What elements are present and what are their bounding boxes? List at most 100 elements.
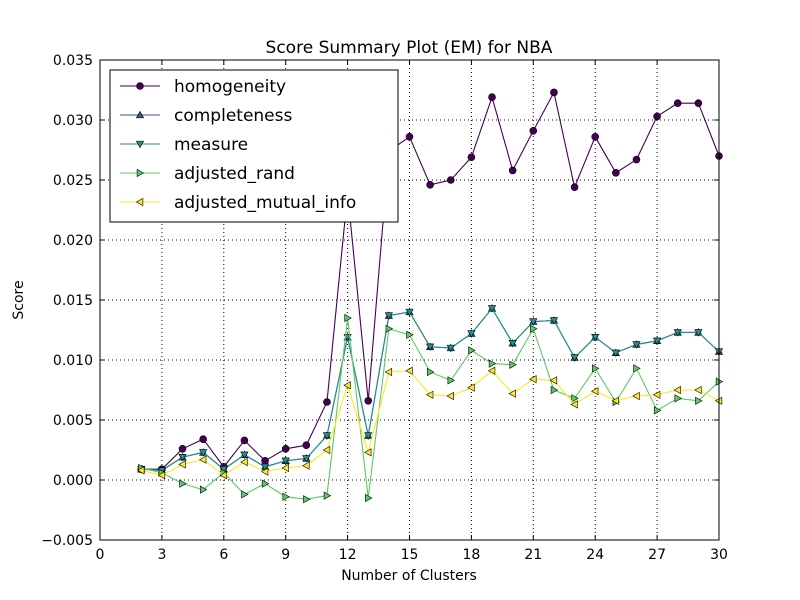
data-point [364, 448, 372, 457]
data-point [488, 359, 497, 368]
data-point [323, 398, 331, 406]
data-point [633, 364, 641, 373]
chart-title: Score Summary Plot (EM) for NBA [266, 38, 553, 58]
data-point [198, 455, 207, 464]
legend-label: adjusted_rand [174, 164, 295, 184]
data-point [653, 406, 662, 415]
data-point [508, 389, 516, 398]
data-point [364, 432, 373, 440]
data-point [281, 463, 289, 473]
data-point [241, 490, 249, 499]
data-point [509, 360, 517, 369]
data-point [199, 449, 208, 457]
series-measure [137, 305, 724, 475]
data-point [632, 155, 641, 164]
data-point [570, 183, 579, 191]
data-point [281, 457, 290, 466]
data-point [487, 366, 496, 375]
legend-item: adjusted_rand [120, 164, 295, 184]
data-point [364, 396, 373, 405]
legend-marker [136, 82, 144, 90]
data-point [260, 467, 269, 476]
data-point [652, 337, 662, 346]
data-point [529, 318, 538, 326]
data-point [384, 312, 393, 320]
series-adjusted-mutual-info [137, 366, 723, 480]
data-point [365, 493, 373, 503]
data-point [508, 166, 517, 175]
data-point [406, 330, 414, 339]
y-tick-label: 0.010 [53, 353, 93, 369]
data-point [611, 396, 620, 405]
series-layer [137, 88, 724, 504]
y-tick-label: 0.020 [53, 233, 93, 249]
data-point [405, 308, 414, 317]
data-point [425, 390, 434, 399]
legend-item: completeness [120, 106, 292, 126]
data-point [323, 491, 332, 500]
data-point [632, 391, 640, 401]
data-point [426, 367, 435, 377]
data-point [611, 349, 620, 358]
x-tick-label: 12 [339, 547, 357, 563]
x-tick-label: 24 [586, 547, 604, 563]
data-point [405, 133, 414, 141]
x-tick-label: 9 [281, 547, 290, 563]
data-point [446, 176, 455, 184]
data-point [549, 317, 559, 325]
x-tick-label: 21 [524, 547, 542, 563]
data-point [426, 181, 434, 189]
data-point [446, 391, 454, 401]
y-tick-label: 0.000 [53, 473, 93, 489]
data-point [694, 329, 703, 337]
data-point [673, 385, 681, 395]
data-point [487, 305, 497, 313]
data-point [591, 133, 600, 141]
data-point [488, 93, 496, 101]
data-point [549, 376, 558, 385]
data-point [590, 387, 599, 396]
x-axis-label: Number of Clusters [341, 568, 477, 584]
data-point [467, 153, 476, 161]
data-point [694, 385, 702, 395]
data-point [199, 435, 207, 444]
data-point [550, 385, 559, 395]
x-tick-label: 27 [648, 547, 666, 563]
data-point [260, 463, 270, 472]
data-point [447, 376, 455, 385]
data-point [426, 343, 435, 352]
data-point [344, 313, 352, 323]
data-point [529, 375, 537, 384]
y-tick-label: 0.035 [53, 53, 93, 69]
data-point [529, 127, 538, 135]
legend: homogeneity completeness measure adjusted_r… [109, 69, 399, 223]
data-point [322, 432, 332, 440]
data-point [282, 492, 290, 501]
legend-marker [135, 197, 144, 207]
legend-label: adjusted_mutual_info [174, 193, 356, 213]
data-point [695, 396, 703, 405]
legend-marker [136, 168, 145, 178]
legend-box [109, 69, 399, 223]
data-point [530, 324, 538, 333]
y-tick-label: 0.025 [53, 173, 93, 189]
data-point [302, 441, 311, 450]
legend-marker [135, 110, 145, 119]
series-adjusted-rand [138, 313, 724, 504]
legend-label: completeness [174, 106, 292, 126]
data-point [652, 390, 661, 399]
x-tick-label: 30 [710, 547, 728, 563]
data-point [240, 451, 249, 460]
data-point [199, 485, 208, 494]
data-point [157, 471, 166, 480]
data-point [674, 394, 682, 403]
data-point [137, 466, 145, 475]
data-point [653, 112, 661, 121]
data-point [467, 330, 476, 338]
data-point [468, 346, 476, 355]
legend-item: measure [120, 135, 248, 155]
x-tick-label: 18 [462, 547, 480, 563]
data-point [179, 479, 187, 488]
data-point [570, 400, 578, 409]
